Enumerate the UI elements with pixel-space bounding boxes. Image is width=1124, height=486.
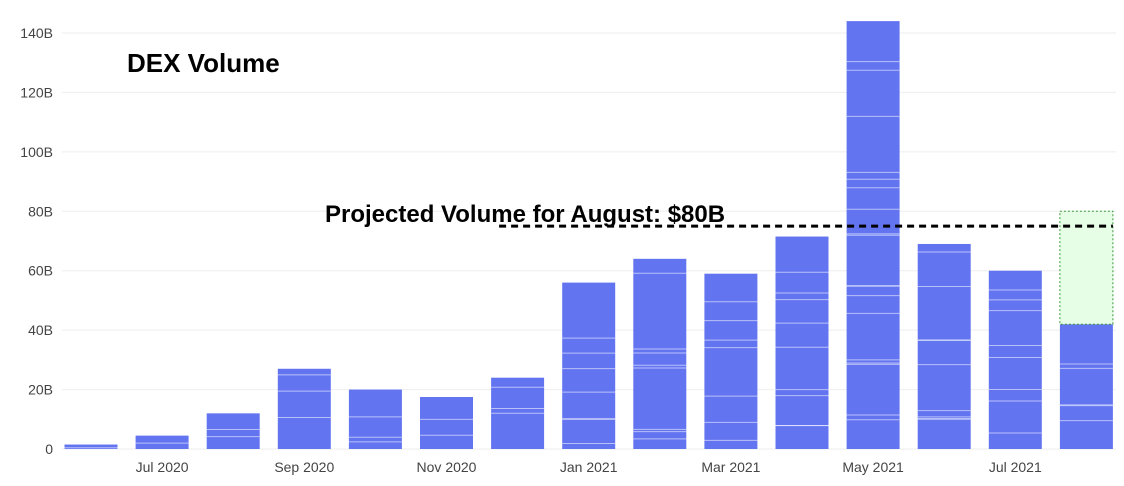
- bar: [562, 282, 616, 449]
- bar: [917, 243, 971, 449]
- x-tick-label: Jan 2021: [560, 459, 618, 475]
- y-tick-label: 100B: [20, 144, 53, 160]
- bar: [135, 435, 189, 449]
- bar: [206, 413, 260, 449]
- y-tick-label: 140B: [20, 25, 53, 41]
- bar: [988, 270, 1042, 449]
- chart-title: DEX Volume: [127, 48, 280, 78]
- bar: [277, 368, 331, 449]
- bars: [64, 21, 1113, 449]
- x-tick-label: Nov 2020: [417, 459, 477, 475]
- projection-label: Projected Volume for August: $80B: [325, 201, 725, 228]
- y-tick-label: 120B: [20, 84, 53, 100]
- y-tick-label: 80B: [28, 203, 53, 219]
- y-tick-label: 20B: [28, 382, 53, 398]
- x-axis: Jul 2020 Sep 2020 Nov 2020 Jan 2021 Mar 2021…: [136, 459, 1042, 475]
- bar: [420, 397, 473, 449]
- bar: [348, 389, 402, 449]
- x-tick-label: Mar 2021: [701, 459, 760, 475]
- projection: [499, 210, 1114, 325]
- bar: [775, 236, 829, 449]
- bar: [704, 273, 758, 449]
- projected-bar: [1059, 210, 1114, 325]
- x-tick-label: Jul 2020: [136, 459, 189, 475]
- bar: [64, 444, 118, 449]
- x-tick-label: Jul 2021: [989, 459, 1042, 475]
- x-tick-label: May 2021: [842, 459, 904, 475]
- y-axis: 0 20B 40B 60B 80B 100B 120B 140B: [20, 25, 53, 457]
- y-tick-label: 60B: [28, 263, 53, 279]
- bar: [633, 258, 687, 449]
- bar: [1059, 324, 1113, 449]
- y-tick-label: 0: [45, 441, 53, 457]
- x-tick-label: Sep 2020: [274, 459, 334, 475]
- y-tick-label: 40B: [28, 322, 53, 338]
